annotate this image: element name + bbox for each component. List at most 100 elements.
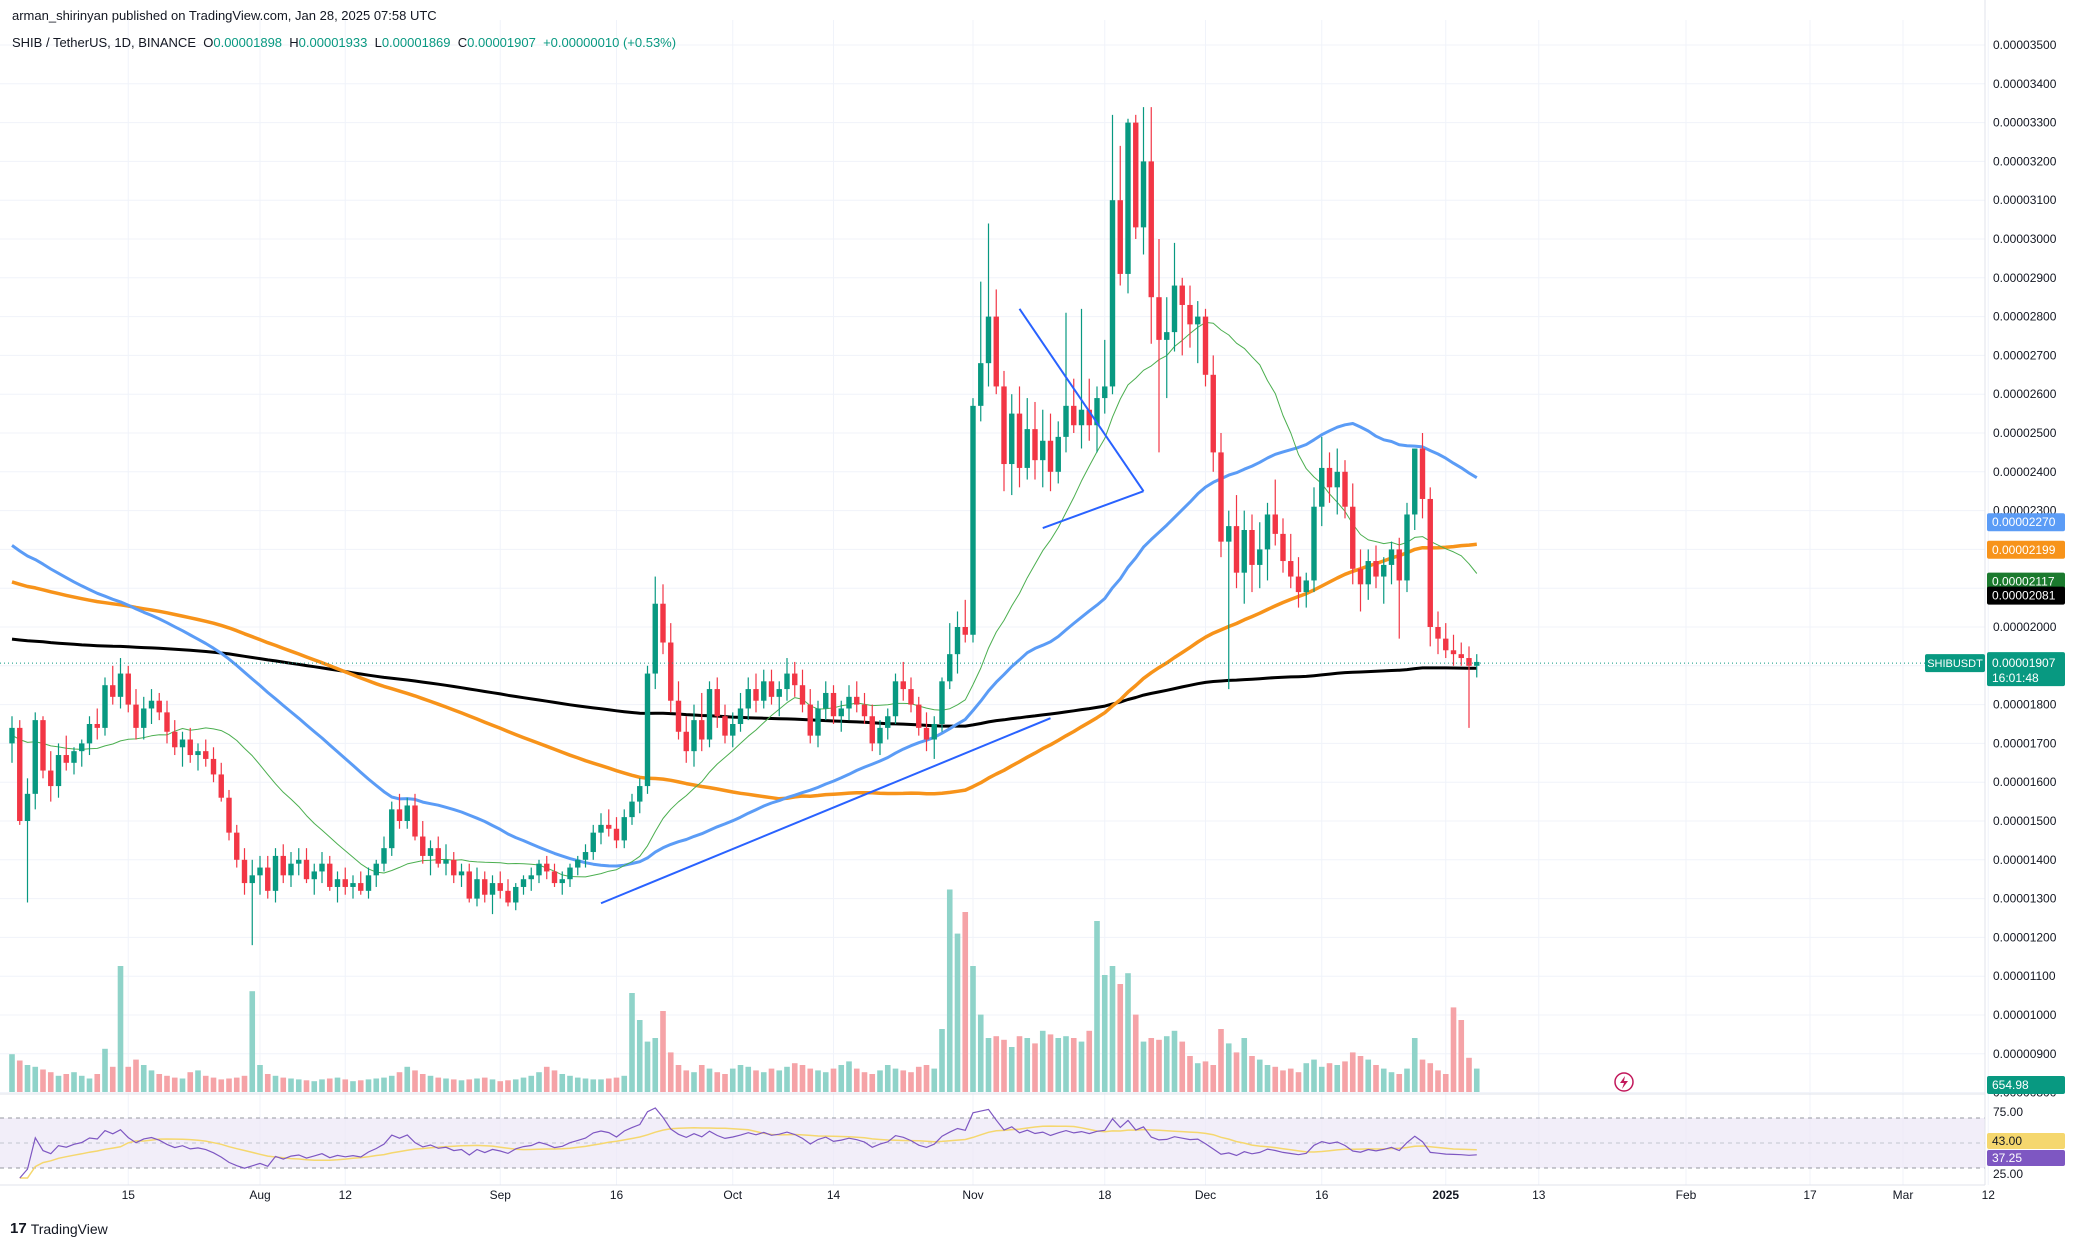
price-tick-label: 0.00001500 (1993, 814, 2057, 828)
candle-body (551, 871, 558, 884)
volume-bar (102, 1048, 108, 1092)
price-tick-label: 0.00001400 (1993, 853, 2057, 867)
candle-body (226, 797, 232, 833)
time-tick-label: 2025 (1432, 1188, 1459, 1202)
candle (1350, 483, 1356, 585)
candle (675, 681, 682, 740)
price-tick-label: 0.00001000 (1993, 1008, 2057, 1022)
volume-bar (16, 1060, 23, 1092)
candle-body (389, 809, 395, 849)
candle-body (373, 863, 379, 876)
volume-bar (1411, 1038, 1418, 1092)
volume-bar (923, 1065, 930, 1092)
candle (148, 689, 155, 724)
volume-bar (497, 1081, 504, 1092)
candle-body (823, 692, 829, 709)
candle (1187, 285, 1193, 348)
trendline (600, 717, 1051, 905)
candle (1257, 522, 1263, 589)
volume-bar (993, 1036, 1000, 1092)
price-tick-label: 0.00002600 (1993, 387, 2057, 401)
volume-bar (388, 1075, 395, 1092)
volume-bar (853, 1068, 860, 1092)
candle (257, 855, 263, 895)
candle-body (1055, 436, 1061, 472)
symbol-pair[interactable]: SHIB / TetherUS, 1D, BINANCE (12, 35, 196, 50)
candle-body (141, 708, 147, 728)
price-tick-label: 0.00001100 (1993, 969, 2056, 983)
price-tick-label: 0.00003400 (1993, 77, 2057, 91)
candle (9, 716, 15, 763)
candle (156, 692, 162, 721)
candle (1218, 433, 1224, 558)
candle-body (396, 809, 403, 821)
candle-body (660, 603, 666, 643)
volume-bar (1171, 1030, 1178, 1092)
tradingview-logo[interactable]: 17 TradingView (10, 1220, 108, 1237)
volume-bar (264, 1074, 271, 1092)
candle (737, 692, 744, 732)
candle (458, 863, 465, 887)
candle (451, 852, 457, 884)
candle (40, 716, 46, 779)
candle-body (272, 855, 279, 891)
candle (768, 669, 775, 705)
candle (1210, 355, 1216, 472)
candle-body (497, 883, 503, 891)
volume-bar (605, 1078, 612, 1092)
volume-bar (1295, 1072, 1302, 1092)
candle-body (1280, 533, 1286, 562)
volume-bar (838, 1065, 845, 1092)
candle (1148, 107, 1154, 344)
volume-badge-label: 654.98 (1992, 1078, 2029, 1092)
candle (699, 692, 705, 752)
trendline (1042, 490, 1144, 529)
candle-body (854, 696, 860, 705)
candle-body (156, 700, 162, 713)
moving-averages (11, 321, 1478, 878)
time-tick-label: Aug (249, 1188, 270, 1202)
volume-bar (985, 1038, 992, 1092)
candle-body (110, 685, 116, 697)
candle (668, 623, 674, 713)
candle-body (714, 689, 720, 717)
candle-body (1063, 405, 1069, 437)
candle-body (1257, 549, 1263, 565)
candle-body (606, 824, 612, 829)
candle-body (644, 673, 651, 787)
volume-bar (249, 991, 256, 1092)
candle-body (505, 890, 511, 903)
volume-bar (350, 1081, 356, 1092)
candle-body (962, 627, 968, 635)
volume-bar (94, 1074, 101, 1092)
volume-bar (1179, 1041, 1186, 1092)
volume-bar (381, 1077, 387, 1092)
candle (102, 677, 108, 736)
candle (1319, 436, 1325, 527)
volume-bar (311, 1081, 318, 1092)
candle-body (520, 879, 527, 887)
candle-body (358, 883, 364, 891)
volume-bar (822, 1072, 829, 1092)
volume-bar (698, 1065, 705, 1092)
price-tick-label: 0.00001800 (1993, 698, 2057, 712)
volume-bar (210, 1077, 217, 1092)
volume-bar (133, 1059, 139, 1092)
price-tick-label: 0.00002500 (1993, 426, 2057, 440)
candle (427, 840, 434, 876)
candle (1458, 642, 1464, 666)
candle-body (327, 863, 333, 887)
volume-bar (784, 1066, 790, 1092)
candle (497, 871, 503, 899)
candle (187, 727, 193, 763)
volume-bar (869, 1074, 876, 1092)
low-value: 0.00001869 (381, 35, 451, 50)
volume-bar (590, 1079, 597, 1092)
volume-bar (807, 1068, 814, 1092)
price-tick-label: 0.00002700 (1993, 348, 2057, 362)
candle-body (815, 708, 821, 736)
candle-body (722, 716, 728, 736)
volume-bar (272, 1075, 279, 1092)
candle (63, 735, 69, 771)
